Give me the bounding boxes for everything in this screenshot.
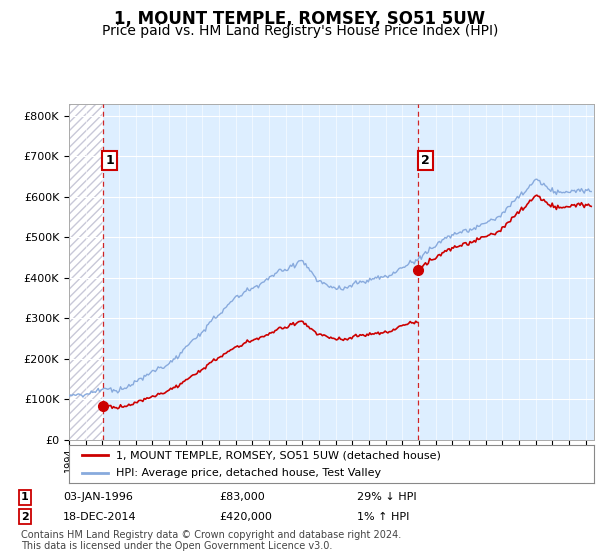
- Text: HPI: Average price, detached house, Test Valley: HPI: Average price, detached house, Test…: [116, 468, 382, 478]
- Text: This data is licensed under the Open Government Licence v3.0.: This data is licensed under the Open Gov…: [21, 541, 332, 551]
- Text: Price paid vs. HM Land Registry's House Price Index (HPI): Price paid vs. HM Land Registry's House …: [102, 24, 498, 38]
- Text: 2: 2: [21, 512, 29, 522]
- Text: 1, MOUNT TEMPLE, ROMSEY, SO51 5UW (detached house): 1, MOUNT TEMPLE, ROMSEY, SO51 5UW (detac…: [116, 450, 441, 460]
- Text: 18-DEC-2014: 18-DEC-2014: [63, 512, 137, 522]
- Bar: [69, 104, 103, 440]
- Text: 03-JAN-1996: 03-JAN-1996: [63, 492, 133, 502]
- Text: 1, MOUNT TEMPLE, ROMSEY, SO51 5UW: 1, MOUNT TEMPLE, ROMSEY, SO51 5UW: [115, 10, 485, 27]
- Text: 1: 1: [21, 492, 29, 502]
- Text: £420,000: £420,000: [219, 512, 272, 522]
- Text: Contains HM Land Registry data © Crown copyright and database right 2024.: Contains HM Land Registry data © Crown c…: [21, 530, 401, 540]
- Text: £83,000: £83,000: [219, 492, 265, 502]
- Text: 2: 2: [421, 154, 430, 167]
- Text: 1: 1: [105, 154, 114, 167]
- Text: 29% ↓ HPI: 29% ↓ HPI: [357, 492, 416, 502]
- Text: 1% ↑ HPI: 1% ↑ HPI: [357, 512, 409, 522]
